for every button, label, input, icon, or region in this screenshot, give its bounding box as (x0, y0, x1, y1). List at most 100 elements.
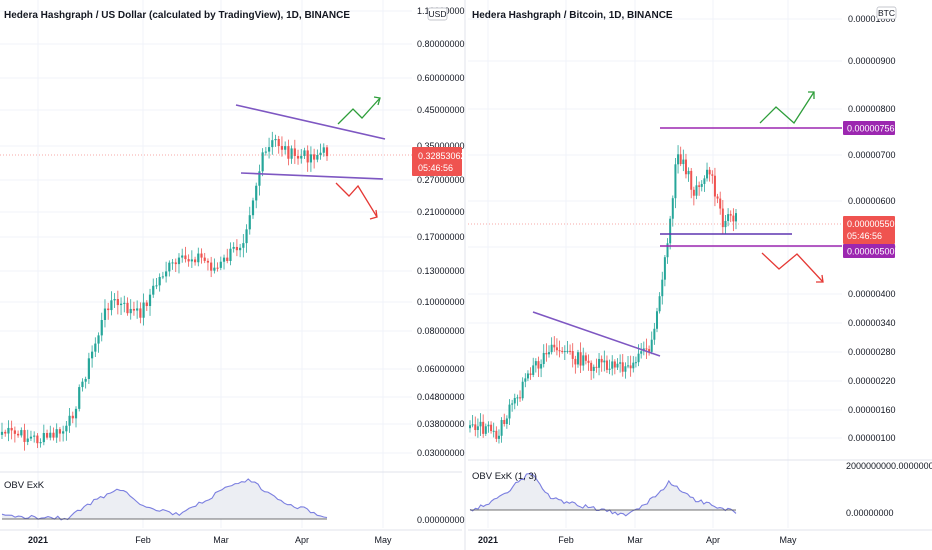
candle (534, 361, 537, 366)
candle (524, 378, 527, 382)
candle (666, 243, 669, 258)
candle (242, 243, 245, 248)
btc-last-price-tag (843, 216, 895, 244)
candle (39, 442, 42, 444)
candle (671, 198, 674, 219)
candle (271, 140, 274, 148)
btc-trendline[interactable] (532, 311, 661, 357)
usd-up-arrowhead (373, 96, 381, 106)
candle (87, 358, 90, 379)
usd-indicator-name: OBV ExK (4, 480, 45, 491)
y-tick-label: 0.00000100 (848, 433, 896, 443)
candle (325, 147, 329, 157)
candle (595, 366, 598, 368)
candle (319, 152, 322, 156)
btc-support-value: 0.00000500 (847, 247, 895, 257)
candle (36, 435, 39, 444)
btc-indicator-name: OBV ExK (1, 3) (472, 471, 537, 482)
btc-price-pane[interactable] (468, 0, 842, 460)
candle (487, 424, 490, 427)
candle (100, 320, 103, 336)
candle (145, 302, 148, 307)
candle (653, 328, 656, 340)
usd-upper-trendline[interactable] (235, 104, 386, 140)
candle (26, 438, 29, 442)
candle (648, 349, 651, 352)
candle (600, 358, 603, 363)
usd-currency-badge[interactable] (427, 7, 448, 21)
usd-price-pane[interactable] (0, 0, 412, 472)
candle (0, 431, 4, 435)
candle (566, 350, 569, 352)
btc-last-price-value: 0.00000550 (847, 219, 895, 229)
candle (558, 350, 561, 352)
btc-currency-badge[interactable] (876, 6, 897, 20)
candle (258, 171, 261, 186)
candle (632, 362, 635, 369)
candle (713, 175, 716, 197)
candle (576, 352, 579, 365)
y-tick-label: 0.00000280 (848, 347, 896, 357)
y-tick-label: 0.00000400 (848, 289, 896, 299)
candle (645, 348, 648, 350)
candle (511, 403, 514, 405)
candle (684, 159, 687, 175)
candle (322, 147, 325, 153)
candle (33, 435, 36, 437)
candle (264, 151, 267, 153)
candle (719, 198, 722, 209)
candle (84, 378, 87, 382)
usd-indicator-tick: 0.00000000 (417, 515, 465, 525)
candle (210, 262, 213, 271)
candle (193, 259, 197, 263)
usd-price-axis[interactable] (412, 0, 462, 530)
candle (222, 257, 226, 262)
obv-area (470, 473, 736, 516)
candle (669, 218, 672, 244)
candle (7, 427, 10, 434)
usd-up-arrow (337, 97, 381, 125)
obv-area (2, 479, 327, 520)
candle (727, 214, 730, 221)
y-tick-label: 0.00000700 (848, 150, 896, 160)
candle (142, 302, 145, 318)
x-tick-label: May (374, 535, 392, 545)
candle (500, 419, 503, 436)
y-tick-label: 0.00001000 (848, 14, 896, 24)
btc-grid (468, 0, 842, 528)
y-tick-label: 0.04800000 (417, 392, 465, 402)
candle (555, 347, 558, 351)
candle (239, 247, 242, 251)
candle (640, 351, 643, 354)
candle (13, 430, 16, 434)
candle (267, 147, 271, 152)
btc-price-axis[interactable] (842, 0, 932, 530)
candle (703, 178, 706, 184)
candle (181, 255, 184, 258)
candle (695, 185, 698, 196)
candle (110, 300, 113, 311)
candle (495, 430, 498, 439)
candle (516, 397, 519, 399)
candle (729, 214, 732, 216)
candle (219, 261, 222, 268)
candle (706, 169, 709, 179)
candle (492, 430, 495, 432)
candle (20, 430, 23, 436)
candle (655, 311, 658, 329)
candle (521, 381, 524, 399)
candle (235, 246, 239, 251)
candle (284, 146, 287, 150)
btc-x-ticks: 2021 Feb Mar Apr May (478, 535, 797, 545)
candle (148, 294, 152, 307)
candle (590, 362, 593, 371)
y-tick-label: 0.03000000 (417, 448, 465, 458)
usd-lower-trendline[interactable] (240, 172, 384, 180)
candle (690, 170, 693, 190)
candle (65, 425, 68, 432)
y-tick-label: 0.60000000 (417, 73, 465, 83)
candle (692, 189, 695, 196)
x-tick-label: Feb (558, 535, 574, 545)
candle (303, 150, 306, 156)
